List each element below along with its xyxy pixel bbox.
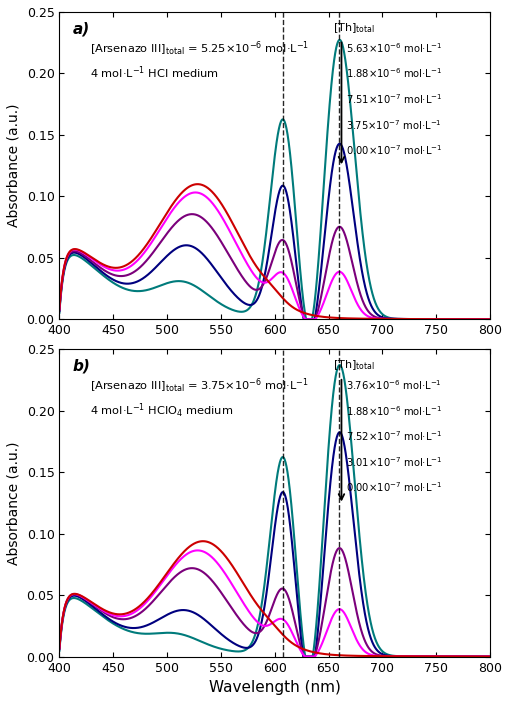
Text: 1.88×10$^{-6}$ mol·L$^{-1}$: 1.88×10$^{-6}$ mol·L$^{-1}$ [346, 67, 442, 81]
Text: 3.76×10$^{-6}$ mol·L$^{-1}$: 3.76×10$^{-6}$ mol·L$^{-1}$ [346, 378, 441, 392]
Text: 0.00×10$^{-7}$ mol·L$^{-1}$: 0.00×10$^{-7}$ mol·L$^{-1}$ [346, 143, 442, 157]
Y-axis label: Absorbance (a.u.): Absorbance (a.u.) [7, 104, 21, 227]
Text: 1.88×10$^{-6}$ mol·L$^{-1}$: 1.88×10$^{-6}$ mol·L$^{-1}$ [346, 404, 442, 418]
Text: 0.00×10$^{-7}$ mol·L$^{-1}$: 0.00×10$^{-7}$ mol·L$^{-1}$ [346, 480, 442, 494]
Text: 4 mol·L$^{-1}$ HCl medium: 4 mol·L$^{-1}$ HCl medium [90, 64, 218, 81]
Text: 3.01×10$^{-7}$ mol·L$^{-1}$: 3.01×10$^{-7}$ mol·L$^{-1}$ [346, 455, 442, 469]
Text: 4 mol·L$^{-1}$ HClO$_4$ medium: 4 mol·L$^{-1}$ HClO$_4$ medium [90, 402, 233, 420]
Text: [Arsenazo III]$_\mathrm{total}$ = 5.25×10$^{-6}$ mol·L$^{-1}$: [Arsenazo III]$_\mathrm{total}$ = 5.25×1… [90, 39, 308, 58]
Text: [Th]$_\mathrm{total}$: [Th]$_\mathrm{total}$ [333, 359, 375, 372]
Y-axis label: Absorbance (a.u.): Absorbance (a.u.) [7, 441, 21, 564]
X-axis label: Wavelength (nm): Wavelength (nm) [209, 680, 341, 695]
Text: 3.75×10$^{-7}$ mol·L$^{-1}$: 3.75×10$^{-7}$ mol·L$^{-1}$ [346, 118, 441, 131]
Text: a): a) [72, 21, 90, 37]
Text: 7.52×10$^{-7}$ mol·L$^{-1}$: 7.52×10$^{-7}$ mol·L$^{-1}$ [346, 430, 442, 443]
Text: b): b) [72, 359, 90, 373]
Text: [Arsenazo III]$_\mathrm{total}$ = 3.75×10$^{-6}$ mol·L$^{-1}$: [Arsenazo III]$_\mathrm{total}$ = 3.75×1… [90, 377, 308, 395]
Text: [Th]$_\mathrm{total}$: [Th]$_\mathrm{total}$ [333, 21, 375, 35]
Text: 7.51×10$^{-7}$ mol·L$^{-1}$: 7.51×10$^{-7}$ mol·L$^{-1}$ [346, 92, 442, 106]
Text: 5.63×10$^{-6}$ mol·L$^{-1}$: 5.63×10$^{-6}$ mol·L$^{-1}$ [346, 41, 442, 55]
